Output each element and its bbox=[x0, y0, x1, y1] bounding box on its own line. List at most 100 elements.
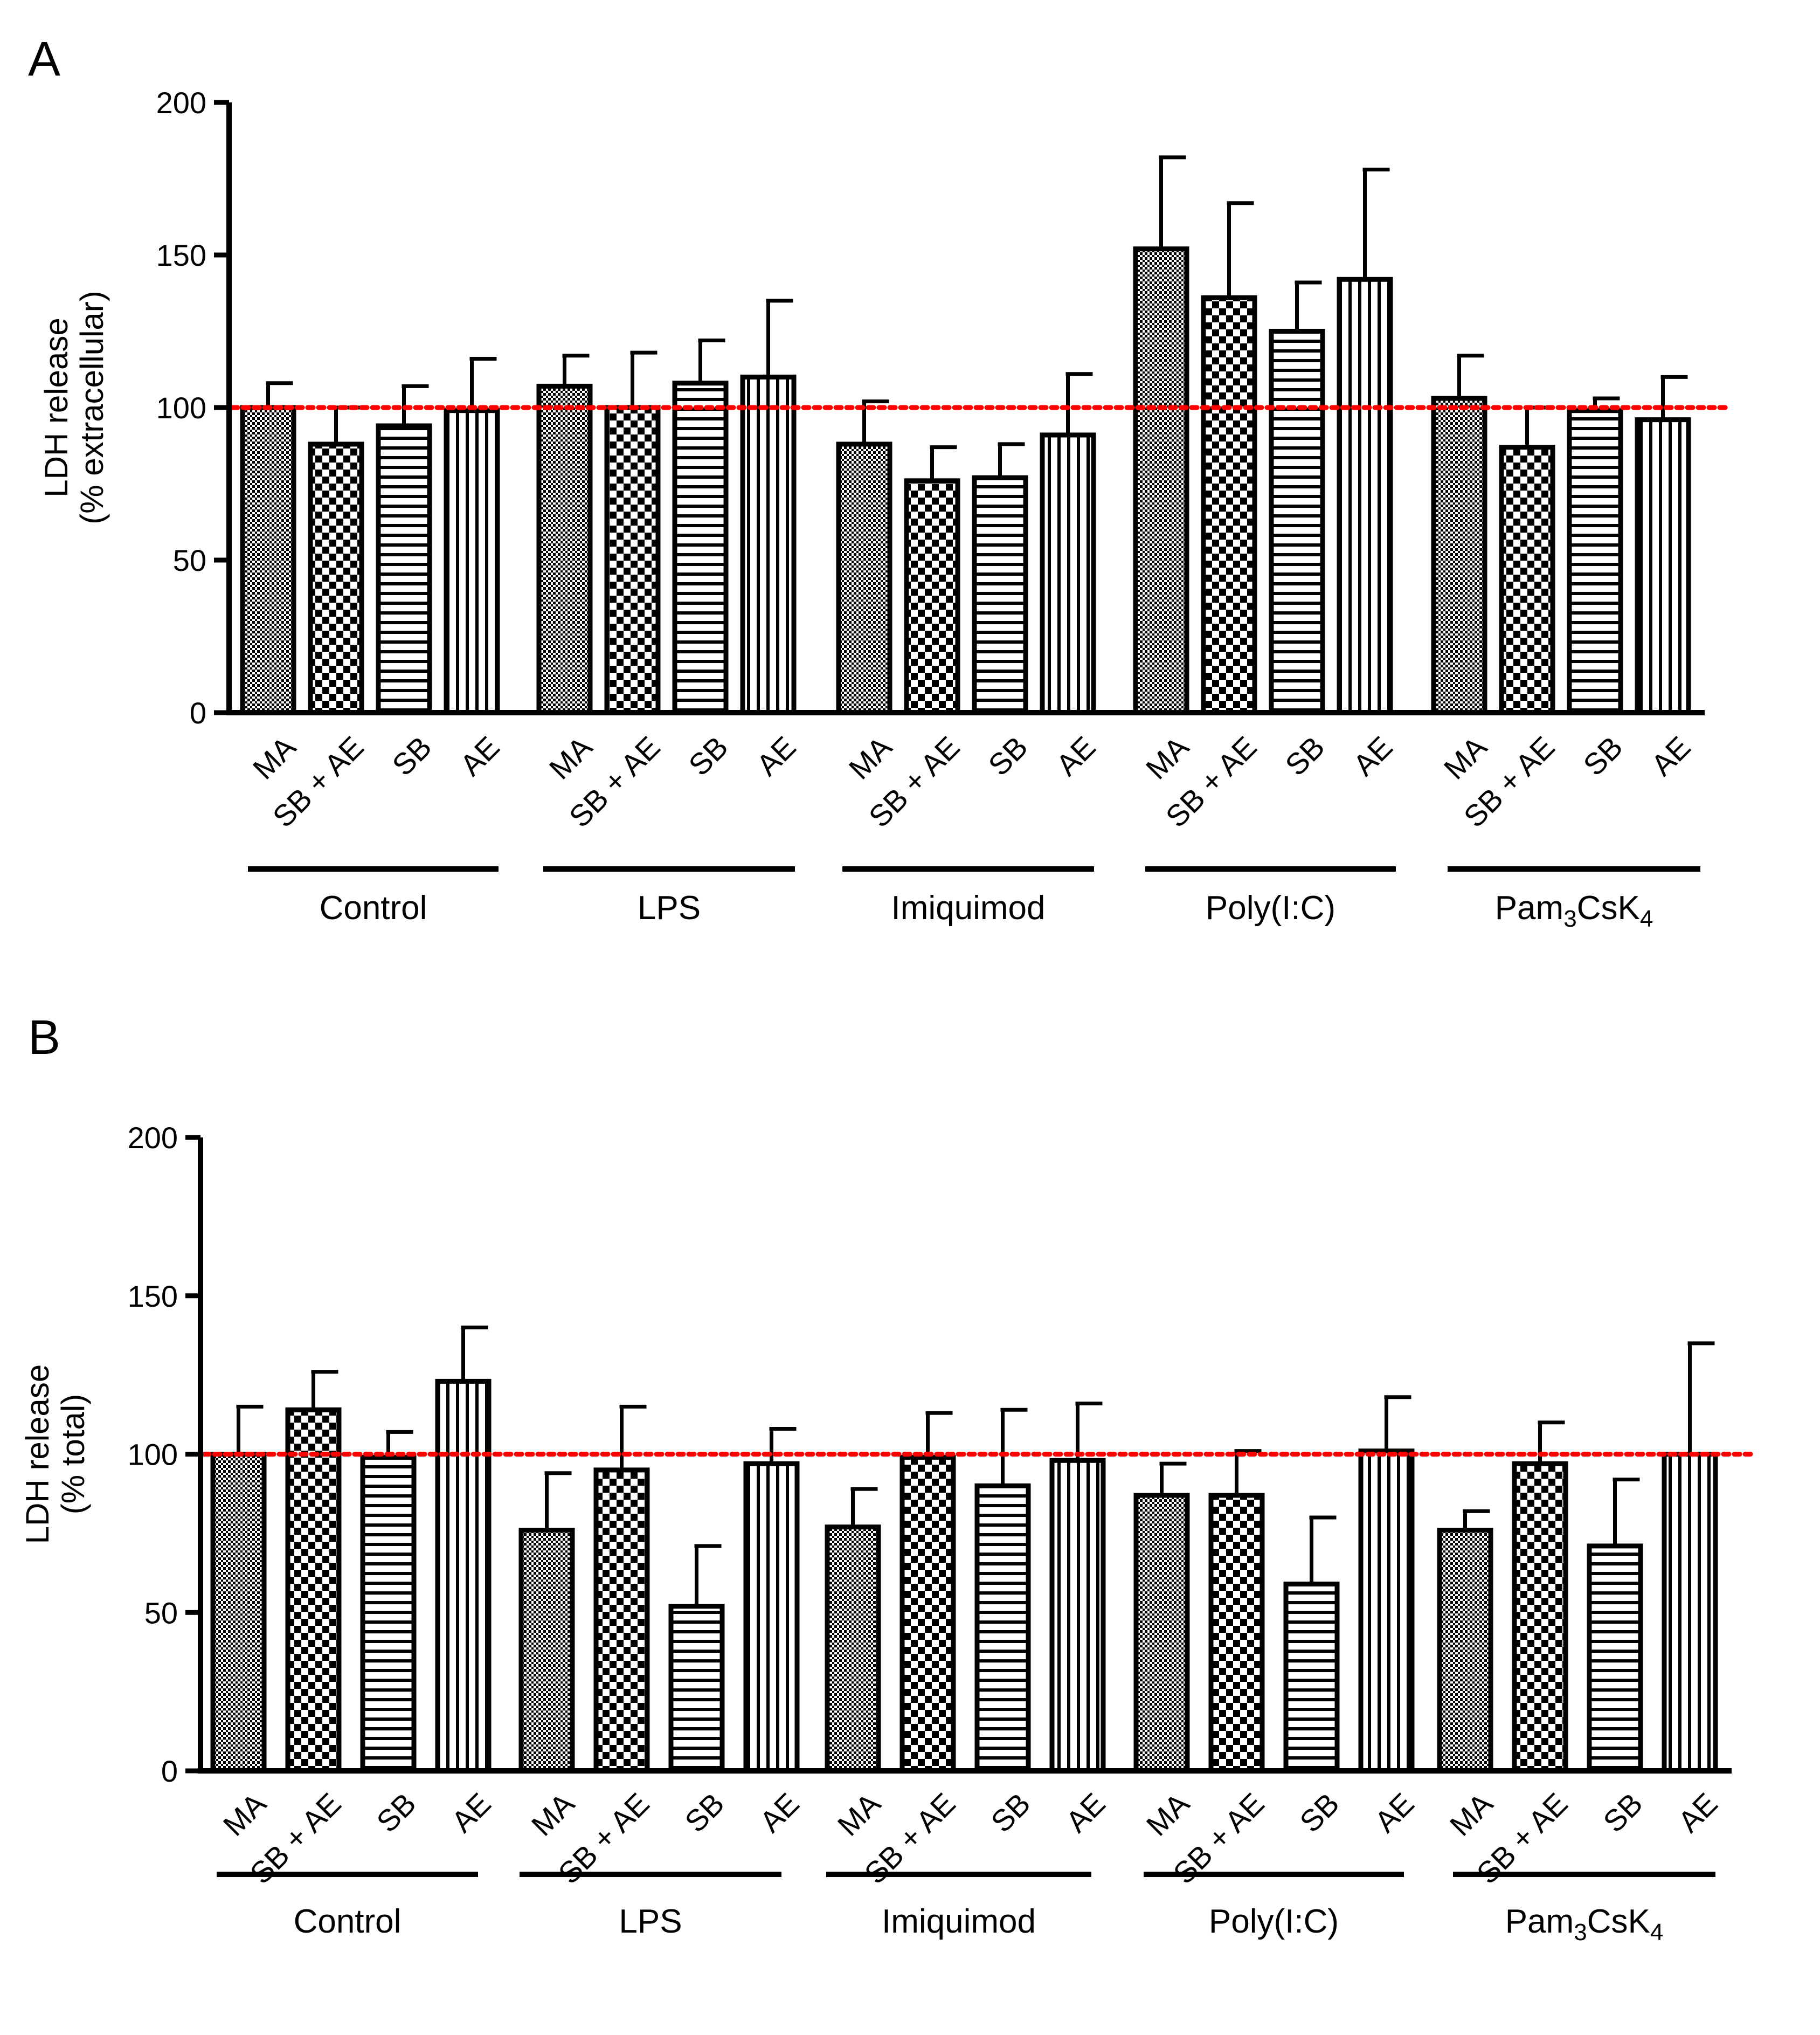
panel-a-group-label: Imiquimod bbox=[891, 889, 1046, 927]
panel-a-category-label: MA bbox=[543, 729, 599, 785]
panel-a-bar bbox=[1499, 445, 1555, 715]
panel-b-bar bbox=[743, 1461, 800, 1774]
panel-a-y-tick-label: 0 bbox=[190, 696, 206, 730]
panel-a-bar bbox=[1431, 396, 1487, 715]
panel-a-bar bbox=[836, 442, 892, 715]
panel-b-category-label: SB bbox=[984, 1786, 1036, 1839]
panel-a-bar bbox=[1337, 277, 1393, 715]
panel-a-y-axis-title-line: LDH release bbox=[38, 318, 74, 498]
panel-b-bar bbox=[435, 1378, 492, 1774]
panel-a-bar bbox=[240, 405, 296, 715]
panel-b-bar bbox=[1049, 1458, 1106, 1774]
panel-a-y-axis-title: LDH release(% extracellular) bbox=[38, 291, 110, 524]
panel-b-bar bbox=[825, 1524, 881, 1774]
panel-a-category-label: MA bbox=[842, 729, 898, 785]
panel-a-bar bbox=[376, 423, 432, 715]
panel-b-y-tick-label: 150 bbox=[128, 1279, 178, 1313]
panel-a-bar bbox=[1567, 408, 1623, 715]
panel-a-category-label: MA bbox=[1139, 729, 1195, 785]
panel-b-bar bbox=[1587, 1543, 1643, 1774]
panel-b-group-label: Pam3CsK4 bbox=[1505, 1903, 1664, 1946]
panel-a-category-label: MA bbox=[1437, 729, 1493, 785]
panel-b-y-tick-label: 100 bbox=[128, 1438, 178, 1472]
panel-b-category-label: AE bbox=[445, 1786, 497, 1839]
panel-a-y-axis-title-line: (% extracellular) bbox=[74, 291, 110, 524]
panel-a-category-label: MA bbox=[246, 729, 302, 785]
panel-b-bar bbox=[518, 1528, 575, 1774]
panel-letter-b: B bbox=[28, 1011, 60, 1065]
panel-b-bar bbox=[1208, 1493, 1265, 1774]
panel-a-category-label: SB bbox=[981, 730, 1034, 782]
panel-a-bar bbox=[904, 478, 960, 715]
panel-a-category-label: SB bbox=[1278, 730, 1331, 782]
panel-b-y-axis-title: LDH release(% total) bbox=[19, 1364, 91, 1544]
panel-b-bar bbox=[1133, 1493, 1190, 1774]
panel-b-bar bbox=[1662, 1452, 1718, 1774]
panel-b-category-label: AE bbox=[1368, 1786, 1420, 1839]
panel-b-group-label: Control bbox=[294, 1903, 402, 1940]
panel-a-bar bbox=[444, 408, 500, 715]
panel-a-category-label: AE bbox=[1049, 730, 1102, 782]
panel-a-category-label: AE bbox=[1346, 730, 1399, 782]
panel-b-y-tick-label: 200 bbox=[128, 1121, 178, 1155]
panel-a-category-label: AE bbox=[453, 730, 506, 782]
panel-b-y-tick-label: 0 bbox=[161, 1754, 178, 1788]
panel-b-y-tick-label: 50 bbox=[144, 1596, 178, 1630]
panel-b-category-label: SB bbox=[1293, 1786, 1345, 1839]
panel-b-bar bbox=[593, 1467, 650, 1774]
panel-b-group-label: Poly(I:C) bbox=[1209, 1903, 1339, 1940]
panel-b-category-label: MA bbox=[1443, 1786, 1499, 1842]
panel-a-y-tick-label: 150 bbox=[156, 238, 206, 272]
panel-b-category-label: AE bbox=[1671, 1786, 1724, 1839]
panel-b-category-label: MA bbox=[831, 1786, 887, 1842]
panel-b-bar bbox=[285, 1407, 342, 1774]
panel-a-bar bbox=[672, 381, 729, 715]
panel-b-category-label: SB bbox=[678, 1786, 730, 1839]
panel-a-y-tick-label: 200 bbox=[156, 86, 206, 120]
panel-b-bar bbox=[668, 1604, 725, 1774]
panel-a-bar bbox=[604, 405, 661, 715]
panel-b-group-label: Imiquimod bbox=[882, 1903, 1036, 1940]
panel-a-y-tick-label: 100 bbox=[156, 391, 206, 425]
panel-b-bar bbox=[899, 1454, 956, 1774]
panel-a-category-label: AE bbox=[750, 730, 802, 782]
panel-b-category-label: SB bbox=[370, 1786, 422, 1839]
panel-a-bar bbox=[972, 475, 1028, 715]
panel-b-category-label: MA bbox=[1140, 1786, 1196, 1842]
panel-a-category-label: AE bbox=[1644, 730, 1697, 782]
panel-b-category-label: MA bbox=[217, 1786, 273, 1842]
panel-a-category-label: SB bbox=[385, 730, 438, 782]
panel-a-bar bbox=[1133, 246, 1189, 715]
panel-b-bar bbox=[1283, 1581, 1340, 1774]
panel-a-bar bbox=[740, 374, 797, 715]
panel-b-category-label: SB bbox=[1596, 1786, 1649, 1839]
panel-a-bar bbox=[536, 383, 593, 715]
panel-b-category-label: AE bbox=[1059, 1786, 1111, 1839]
panel-a-group-label: Control bbox=[320, 889, 427, 927]
panel-a-group-label: Poly(I:C) bbox=[1206, 889, 1335, 927]
panel-b-category-label: MA bbox=[525, 1786, 581, 1842]
panel-b-bar bbox=[360, 1454, 417, 1774]
panel-a-bar bbox=[1269, 329, 1325, 715]
panel-a-bar bbox=[1635, 417, 1691, 715]
panel-a-bar bbox=[1040, 432, 1096, 715]
panel-a-category-label: SB bbox=[1576, 730, 1629, 782]
panel-a-group-label: Pam3CsK4 bbox=[1495, 889, 1653, 932]
panel-b-bar bbox=[1512, 1461, 1568, 1774]
panel-b-group-label: LPS bbox=[619, 1903, 682, 1940]
panel-a-bar bbox=[308, 442, 364, 715]
panel-b-y-axis-title-line: (% total) bbox=[55, 1394, 91, 1514]
panel-a-y-tick-label: 50 bbox=[173, 543, 206, 577]
panel-a-group-label: LPS bbox=[638, 889, 701, 927]
panel-b-y-axis-title-line: LDH release bbox=[19, 1364, 56, 1544]
panel-b-bar bbox=[974, 1483, 1031, 1774]
panel-a-category-label: SB bbox=[682, 730, 734, 782]
panel-letter-a: A bbox=[28, 32, 60, 86]
panel-b-bar bbox=[1437, 1528, 1493, 1774]
panel-a-bar bbox=[1201, 295, 1257, 715]
panel-b-bar bbox=[210, 1452, 267, 1774]
panel-b-category-label: AE bbox=[753, 1786, 805, 1839]
